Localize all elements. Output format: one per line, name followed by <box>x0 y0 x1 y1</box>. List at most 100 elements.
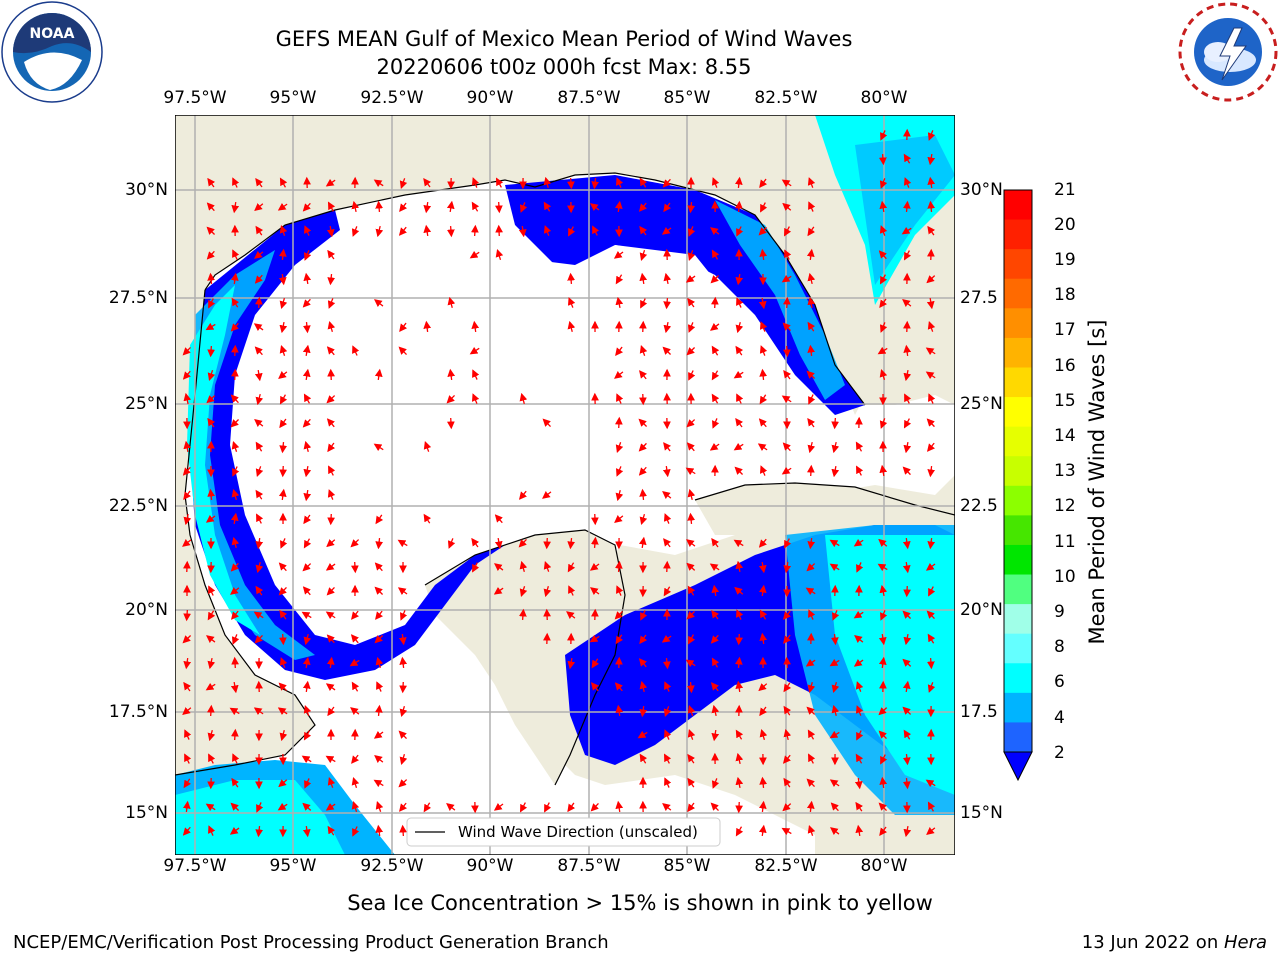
wind-arrow <box>782 610 791 620</box>
wind-arrow <box>928 586 936 597</box>
wind-arrow <box>230 272 239 285</box>
wind-arrow <box>351 681 360 692</box>
wind-arrow <box>375 801 384 812</box>
wind-arrow <box>685 274 696 283</box>
wind-arrow <box>398 226 407 236</box>
wind-arrow <box>663 538 671 548</box>
wind-arrow <box>614 682 623 692</box>
wind-arrow <box>518 538 527 548</box>
wind-arrow <box>544 802 552 813</box>
wind-arrow <box>230 587 240 595</box>
wind-arrow <box>278 248 287 261</box>
noaa-logo: NOAA <box>1 1 103 103</box>
wind-arrow <box>399 681 407 694</box>
wind-arrow <box>638 202 647 212</box>
wind-arrow <box>687 297 696 308</box>
wind-arrow <box>471 393 480 404</box>
wind-arrow <box>469 346 480 355</box>
wind-arrow <box>807 682 816 694</box>
wind-arrow <box>254 203 264 212</box>
wind-arrow <box>303 393 312 404</box>
wind-arrow <box>903 825 912 838</box>
wind-arrow <box>254 346 263 356</box>
colorbar-segment <box>1004 604 1032 635</box>
wind-arrow <box>231 656 239 669</box>
wind-arrow <box>735 729 744 740</box>
lat-tick-right: 20°N <box>960 600 1003 620</box>
wind-arrow <box>781 274 792 283</box>
wind-arrow <box>904 393 912 404</box>
wind-arrow <box>327 825 336 836</box>
wind-arrow <box>446 803 456 811</box>
nws-logo <box>1178 2 1278 102</box>
noaa-logo-text: NOAA <box>30 26 75 42</box>
wind-arrow <box>374 562 383 572</box>
wind-arrow <box>927 200 936 213</box>
wind-arrow <box>302 298 311 308</box>
colorbar-segment <box>1004 308 1032 339</box>
wind-arrow <box>758 297 767 310</box>
colorbar-segment <box>1004 485 1032 516</box>
wind-arrow <box>375 200 384 213</box>
wind-arrow <box>710 802 719 812</box>
wind-arrow <box>735 560 744 573</box>
wind-arrow <box>591 658 600 669</box>
wind-arrow <box>901 226 912 235</box>
wind-arrow <box>231 297 240 308</box>
wind-arrow <box>589 203 600 212</box>
wind-arrow <box>183 440 192 453</box>
wind-arrow <box>758 227 768 236</box>
colorbar-segment <box>1004 722 1032 753</box>
wind-arrow <box>711 537 720 548</box>
lon-tick-top: 92.5°W <box>360 88 424 108</box>
wind-arrow <box>663 586 672 597</box>
wind-arrow <box>733 539 744 548</box>
wind-arrow <box>349 658 360 667</box>
colorbar-tick: 9 <box>1054 602 1065 622</box>
lon-tick-bottom: 85°W <box>663 856 711 876</box>
wind-arrow <box>231 728 239 741</box>
wind-arrow <box>831 704 840 717</box>
wind-arrow <box>230 512 239 525</box>
wind-arrow <box>903 369 912 382</box>
wind-arrow <box>208 298 216 309</box>
wind-arrow <box>278 682 287 692</box>
wind-arrow <box>733 370 744 379</box>
wind-arrow <box>927 633 936 644</box>
wind-arrow <box>616 393 624 404</box>
wind-arrow <box>182 826 191 836</box>
wind-arrow <box>566 611 576 619</box>
wind-arrow <box>711 345 720 356</box>
colorbar-tick: 8 <box>1054 637 1065 657</box>
wind-arrow <box>831 441 840 454</box>
lat-tick-left: 30°N <box>125 180 168 200</box>
wind-arrow <box>902 777 911 790</box>
wind-arrow <box>398 346 407 355</box>
wind-arrow <box>232 466 240 477</box>
wind-arrow <box>686 539 696 547</box>
wind-arrow <box>639 225 648 236</box>
wind-arrow <box>519 586 528 597</box>
wind-arrow <box>519 392 528 404</box>
wind-arrow <box>661 634 672 643</box>
wind-arrow <box>928 393 936 404</box>
wind-arrow <box>687 585 696 596</box>
wind-arrow <box>278 779 288 788</box>
wind-arrow <box>806 370 816 379</box>
wind-arrow <box>542 418 551 427</box>
wind-arrow <box>543 561 552 572</box>
lat-tick-left: 22.5°N <box>108 496 168 516</box>
wind-arrow <box>325 562 336 571</box>
wind-arrow <box>301 755 312 764</box>
map-title: GEFS MEAN Gulf of Mexico Mean Period of … <box>275 27 853 51</box>
wind-arrow <box>638 418 648 427</box>
wind-arrow <box>878 730 887 740</box>
wind-arrow <box>853 658 864 667</box>
wind-arrow <box>325 802 336 811</box>
wind-arrow <box>496 177 504 188</box>
wind-arrow <box>278 371 288 379</box>
wind-arrow <box>902 299 912 307</box>
wind-arrow <box>255 537 264 550</box>
wind-arrow <box>829 563 840 572</box>
wind-arrow <box>829 539 840 548</box>
